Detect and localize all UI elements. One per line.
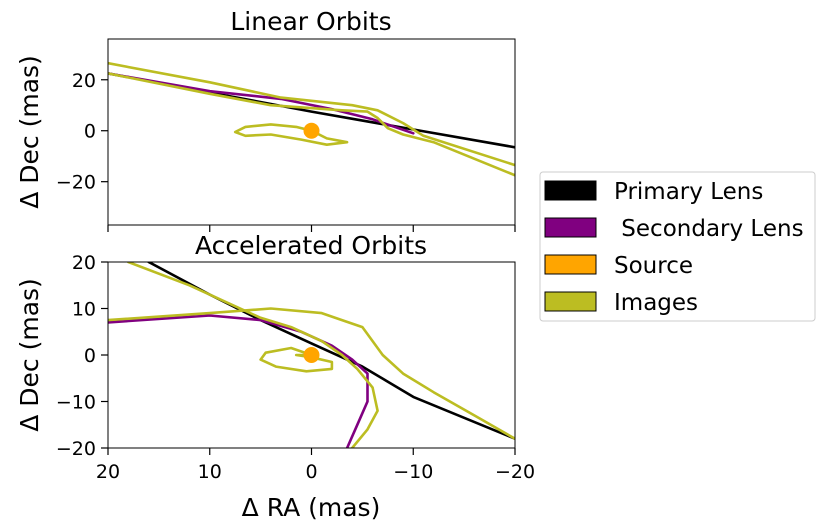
x-tick-label: −10 — [393, 461, 433, 483]
x-tick-label: 10 — [198, 461, 222, 483]
panel-title: Accelerated Orbits — [195, 231, 427, 260]
series-line-images — [108, 61, 515, 167]
x-axis-label: Δ RA (mas) — [242, 493, 381, 522]
plot-area — [108, 262, 515, 448]
x-tick-label: 0 — [305, 461, 317, 483]
y-axis: −20 0 20 — [56, 70, 108, 194]
y-tick-label: −20 — [56, 172, 96, 194]
y-tick-label: 0 — [84, 121, 96, 143]
source-marker — [303, 122, 320, 139]
series-group — [108, 61, 515, 177]
y-tick-label: 10 — [72, 299, 96, 321]
y-axis: −20 −10 0 10 20 — [56, 252, 108, 460]
legend-label: Primary Lens — [614, 179, 763, 205]
legend-label: Secondary Lens — [614, 216, 804, 242]
x-axis — [107, 225, 516, 232]
series-line-secondary-lens — [108, 314, 369, 448]
legend-swatch — [544, 291, 597, 312]
legend-label: Source — [614, 253, 693, 279]
y-axis-label: Δ Dec (mas) — [15, 55, 44, 209]
legend-items: Primary Lens Secondary Lens Source Images — [544, 179, 804, 316]
x-tick-label: 20 — [96, 461, 120, 483]
series-line-images — [259, 346, 334, 373]
panel-title: Linear Orbits — [230, 7, 391, 36]
series-line-primary-lens — [147, 262, 515, 440]
legend: Primary Lens Secondary Lens Source Images — [539, 171, 816, 322]
y-axis-label: Δ Dec (mas) — [15, 278, 44, 432]
legend-label: Images — [614, 290, 698, 316]
y-tick-label: −10 — [56, 392, 96, 414]
series-line-images — [108, 72, 515, 177]
legend-swatch — [544, 180, 597, 201]
y-tick-label: 20 — [72, 252, 96, 274]
legend-frame — [539, 171, 816, 322]
panel-linear-orbits: Linear Orbits −20 0 20 Δ Dec (mas) — [15, 7, 516, 232]
y-tick-label: −20 — [56, 438, 96, 460]
series-line-images — [108, 307, 515, 440]
series-line-images — [127, 262, 379, 448]
x-axis: 20 10 0 −10 −20 — [96, 448, 535, 483]
y-tick-label: 0 — [84, 345, 96, 367]
plot-area — [108, 61, 515, 177]
legend-swatch — [544, 217, 597, 238]
x-tick-label: −20 — [495, 461, 535, 483]
legend-swatch — [544, 254, 597, 275]
series-line-images — [233, 123, 349, 146]
y-tick-label: 20 — [72, 70, 96, 92]
series-group — [108, 262, 515, 448]
source-marker — [303, 347, 320, 363]
series-line-secondary-lens — [108, 72, 415, 135]
